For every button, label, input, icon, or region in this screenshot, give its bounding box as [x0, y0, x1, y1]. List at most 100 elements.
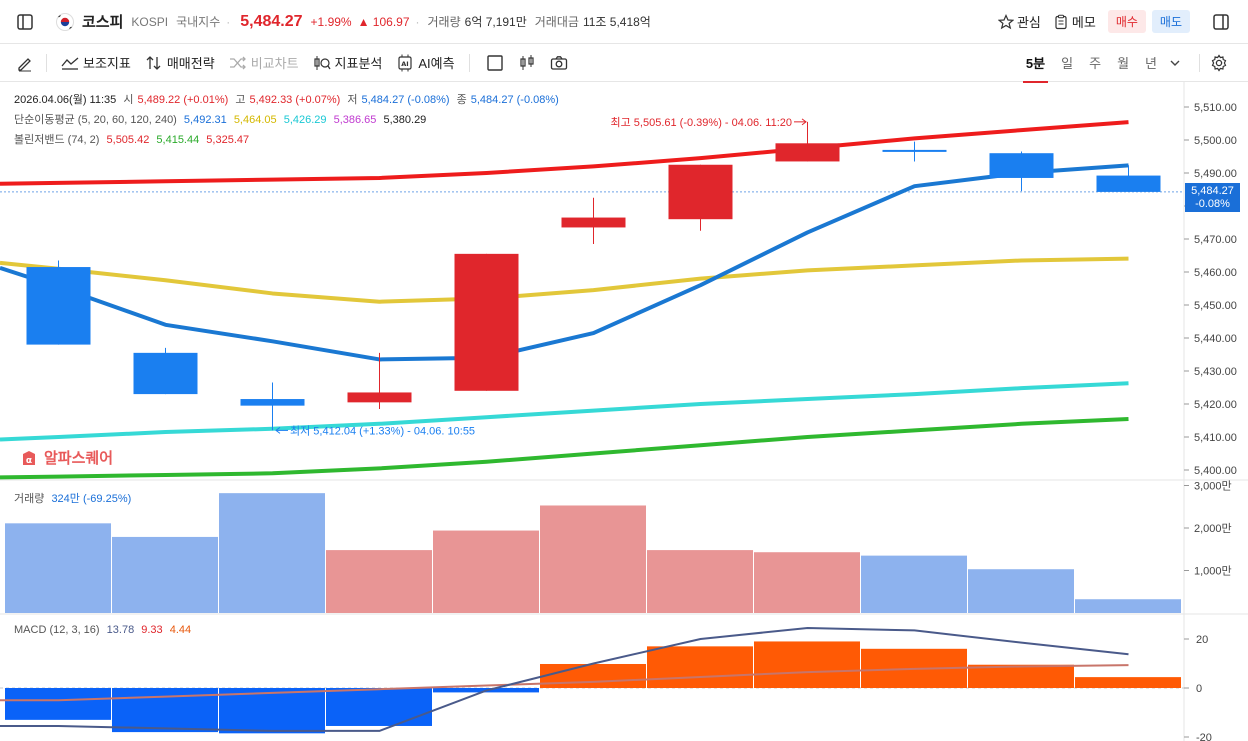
pencil-icon[interactable]: [16, 54, 34, 72]
volume-bar: [219, 493, 325, 613]
chart-toolbar: 보조지표 매매전략 비교차트 지표분석 AI AI예측 5분 일 주 월 년: [0, 44, 1248, 83]
bollinger-legend[interactable]: 볼린저밴드 (74, 2) 5,505.42 5,415.44 5,325.47: [14, 131, 253, 147]
ai-predict-button[interactable]: AI AI예측: [396, 53, 455, 72]
volume-bar: [968, 569, 1074, 613]
ma-legend[interactable]: 단순이동평균 (5, 20, 60, 120, 240) 5,492.31 5,…: [14, 111, 430, 127]
bb-lower-value: 5,325.47: [206, 134, 250, 146]
candle-body: [882, 149, 947, 152]
candle-body: [989, 153, 1054, 178]
chevron-down-icon[interactable]: [1169, 57, 1181, 69]
legend-high: 5,492.33 (+0.07%): [249, 94, 341, 106]
price-tick-label: 5,400.00: [1194, 465, 1237, 477]
volume-bar: [861, 555, 967, 613]
ma20-line: [0, 256, 1129, 304]
legend-low: 5,484.27 (-0.08%): [361, 94, 450, 106]
volume-label: 거래량: [427, 15, 461, 29]
memo-button[interactable]: 메모: [1053, 12, 1096, 31]
bollinger-upper-line: [0, 120, 1129, 186]
clipboard-icon: [1053, 14, 1069, 30]
macd-tick-label: -20: [1196, 732, 1212, 741]
svg-text:AI: AI: [402, 60, 409, 68]
candle-body: [133, 352, 198, 395]
volume-value: 6억 7,191만: [464, 15, 527, 29]
top-bar: 코스피 KOSPI 국내지수 · 5,484.27 +1.99% ▲ 106.9…: [0, 0, 1248, 44]
strategy-button[interactable]: 매매전략: [145, 53, 215, 72]
macd-legend-label: MACD (12, 3, 16): [14, 624, 100, 636]
indicator-analysis-button[interactable]: 지표분석: [313, 53, 382, 72]
price-chart[interactable]: 5,400.00 5,410.00 5,420.00 5,430.00 5,440.00…: [0, 82, 1248, 741]
macd-hist-bar: [5, 688, 111, 720]
macd-tick-label: 20: [1196, 634, 1208, 646]
price-tick-label: 5,490.00: [1194, 168, 1237, 180]
ma60-value: 5,426.29: [283, 114, 327, 126]
price-tag-pct: -0.08%: [1195, 198, 1230, 210]
bollinger-legend-label: 볼린저밴드 (74, 2): [14, 134, 100, 146]
period-day[interactable]: 일: [1061, 56, 1074, 71]
price-tick-label: 5,510.00: [1194, 102, 1237, 114]
panel-toggle-icon[interactable]: [1212, 13, 1230, 31]
change-percent: +1.99%: [310, 14, 352, 29]
bb-mid-value: 5,415.44: [156, 134, 200, 146]
sidebar-toggle-icon[interactable]: [16, 13, 34, 31]
price-tick-label: 5,420.00: [1194, 399, 1237, 411]
volume-bar: [647, 550, 753, 613]
watch-label: 관심: [1016, 15, 1041, 30]
period-5min[interactable]: 5분: [1022, 53, 1049, 83]
sell-button[interactable]: 매도: [1151, 10, 1190, 33]
watermark-logo: α 알파스퀘어: [20, 447, 113, 468]
compare-button[interactable]: 비교차트: [229, 53, 299, 72]
period-month[interactable]: 월: [1117, 56, 1130, 71]
volume-bar: [1075, 599, 1181, 613]
change-amount: ▲ 106.97: [357, 14, 410, 29]
candle-body: [454, 253, 519, 391]
watch-button[interactable]: 관심: [997, 12, 1041, 31]
buy-button[interactable]: 매수: [1107, 10, 1146, 33]
ai-chip-icon: AI: [396, 54, 414, 72]
gear-icon[interactable]: [1210, 53, 1228, 72]
period-week[interactable]: 주: [1089, 56, 1102, 71]
index-code: KOSPI: [131, 14, 169, 29]
period-year[interactable]: 년: [1145, 56, 1157, 71]
index-category: 국내지수: [176, 15, 221, 29]
macd-line: [0, 626, 1129, 732]
square-icon[interactable]: [486, 54, 504, 72]
macd-legend[interactable]: MACD (12, 3, 16) 13.78 9.33 4.44: [14, 624, 195, 636]
watermark-text: 알파스퀘어: [44, 450, 114, 467]
indicator-button[interactable]: 보조지표: [61, 53, 131, 72]
camera-icon[interactable]: [550, 54, 568, 72]
volume-bar: [326, 550, 432, 613]
volume-legend-label: 거래량: [14, 493, 45, 505]
volume-bar: [112, 536, 218, 613]
separator-dot: ·: [415, 14, 420, 29]
price-tick-label: 5,500.00: [1194, 135, 1237, 147]
volume-tick-label: 1,000만: [1194, 565, 1232, 578]
legend-date: 2026.04.06(월) 11:35: [14, 94, 117, 106]
volume-bar: [754, 552, 860, 613]
volume-legend[interactable]: 거래량 324만 (-69.25%): [14, 490, 135, 506]
svg-text:α: α: [26, 456, 32, 466]
macd-hist-value: 4.44: [169, 624, 192, 636]
macd-hist-bar: [647, 646, 753, 688]
bollinger-lower-line: [0, 417, 1129, 480]
volume-tick-label: 2,000만: [1194, 522, 1232, 535]
candlestick-type-icon[interactable]: [518, 54, 536, 72]
turnover-label: 거래대금: [534, 15, 579, 29]
ma120-value: 5,386.65: [333, 114, 377, 126]
price-tick-label: 5,410.00: [1194, 432, 1237, 444]
ma20-value: 5,464.05: [233, 114, 277, 126]
volume-legend-value: 324만 (-69.25%): [51, 493, 132, 505]
indicator-icon: [61, 55, 79, 71]
candle-body: [240, 399, 305, 406]
candle-body: [26, 267, 91, 345]
toolbar-divider: [46, 53, 47, 72]
ma240-value: 5,380.29: [383, 114, 427, 126]
strategy-icon: [145, 55, 163, 71]
candle-body: [1096, 175, 1161, 192]
legend-close-label: 종: [456, 94, 467, 106]
ma5-value: 5,492.31: [183, 114, 227, 126]
candle-body: [668, 164, 733, 220]
legend-high-label: 고: [235, 94, 246, 106]
volume-tick-label: 3,000만: [1194, 480, 1232, 493]
current-price: 5,484.27: [240, 12, 303, 30]
macd-hist-bar: [326, 688, 432, 726]
